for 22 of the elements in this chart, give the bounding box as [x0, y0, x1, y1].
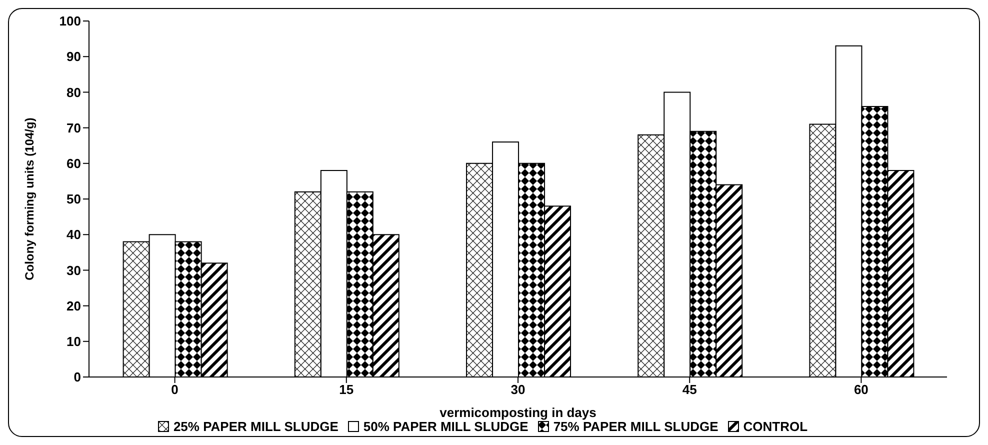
y-tick-label: 20	[66, 298, 81, 314]
y-tick-label: 70	[66, 120, 81, 136]
y-tick-label: 100	[59, 14, 81, 29]
x-tick-label: 30	[510, 382, 526, 398]
y-tick-label: 30	[66, 262, 81, 278]
y-tick-label: 60	[66, 156, 81, 172]
y-tick-label: 90	[66, 49, 81, 64]
x-tick-label: 60	[854, 382, 868, 398]
legend-label: CONTROL	[742, 419, 808, 434]
legend-label: 50% PAPER MILL SLUDGE	[362, 419, 528, 434]
y-tick-label: 40	[66, 227, 81, 242]
y-tick-label: 80	[66, 84, 81, 100]
x-axis-title: vermicomposting in days	[440, 405, 596, 420]
legend-label: 75% PAPER MILL SLUDGE	[552, 419, 718, 434]
x-tick-label: 15	[339, 382, 354, 398]
x-tick-label: 45	[682, 382, 697, 398]
x-tick-label: 0	[171, 382, 178, 398]
y-axis-title: Colony forming units (104/g)	[22, 118, 36, 280]
y-tick-label: 50	[66, 192, 81, 207]
legend-label: 25% PAPER MILL SLUDGE	[172, 419, 338, 434]
y-tick-label: 10	[66, 334, 81, 350]
y-tick-label: 0	[74, 370, 81, 385]
